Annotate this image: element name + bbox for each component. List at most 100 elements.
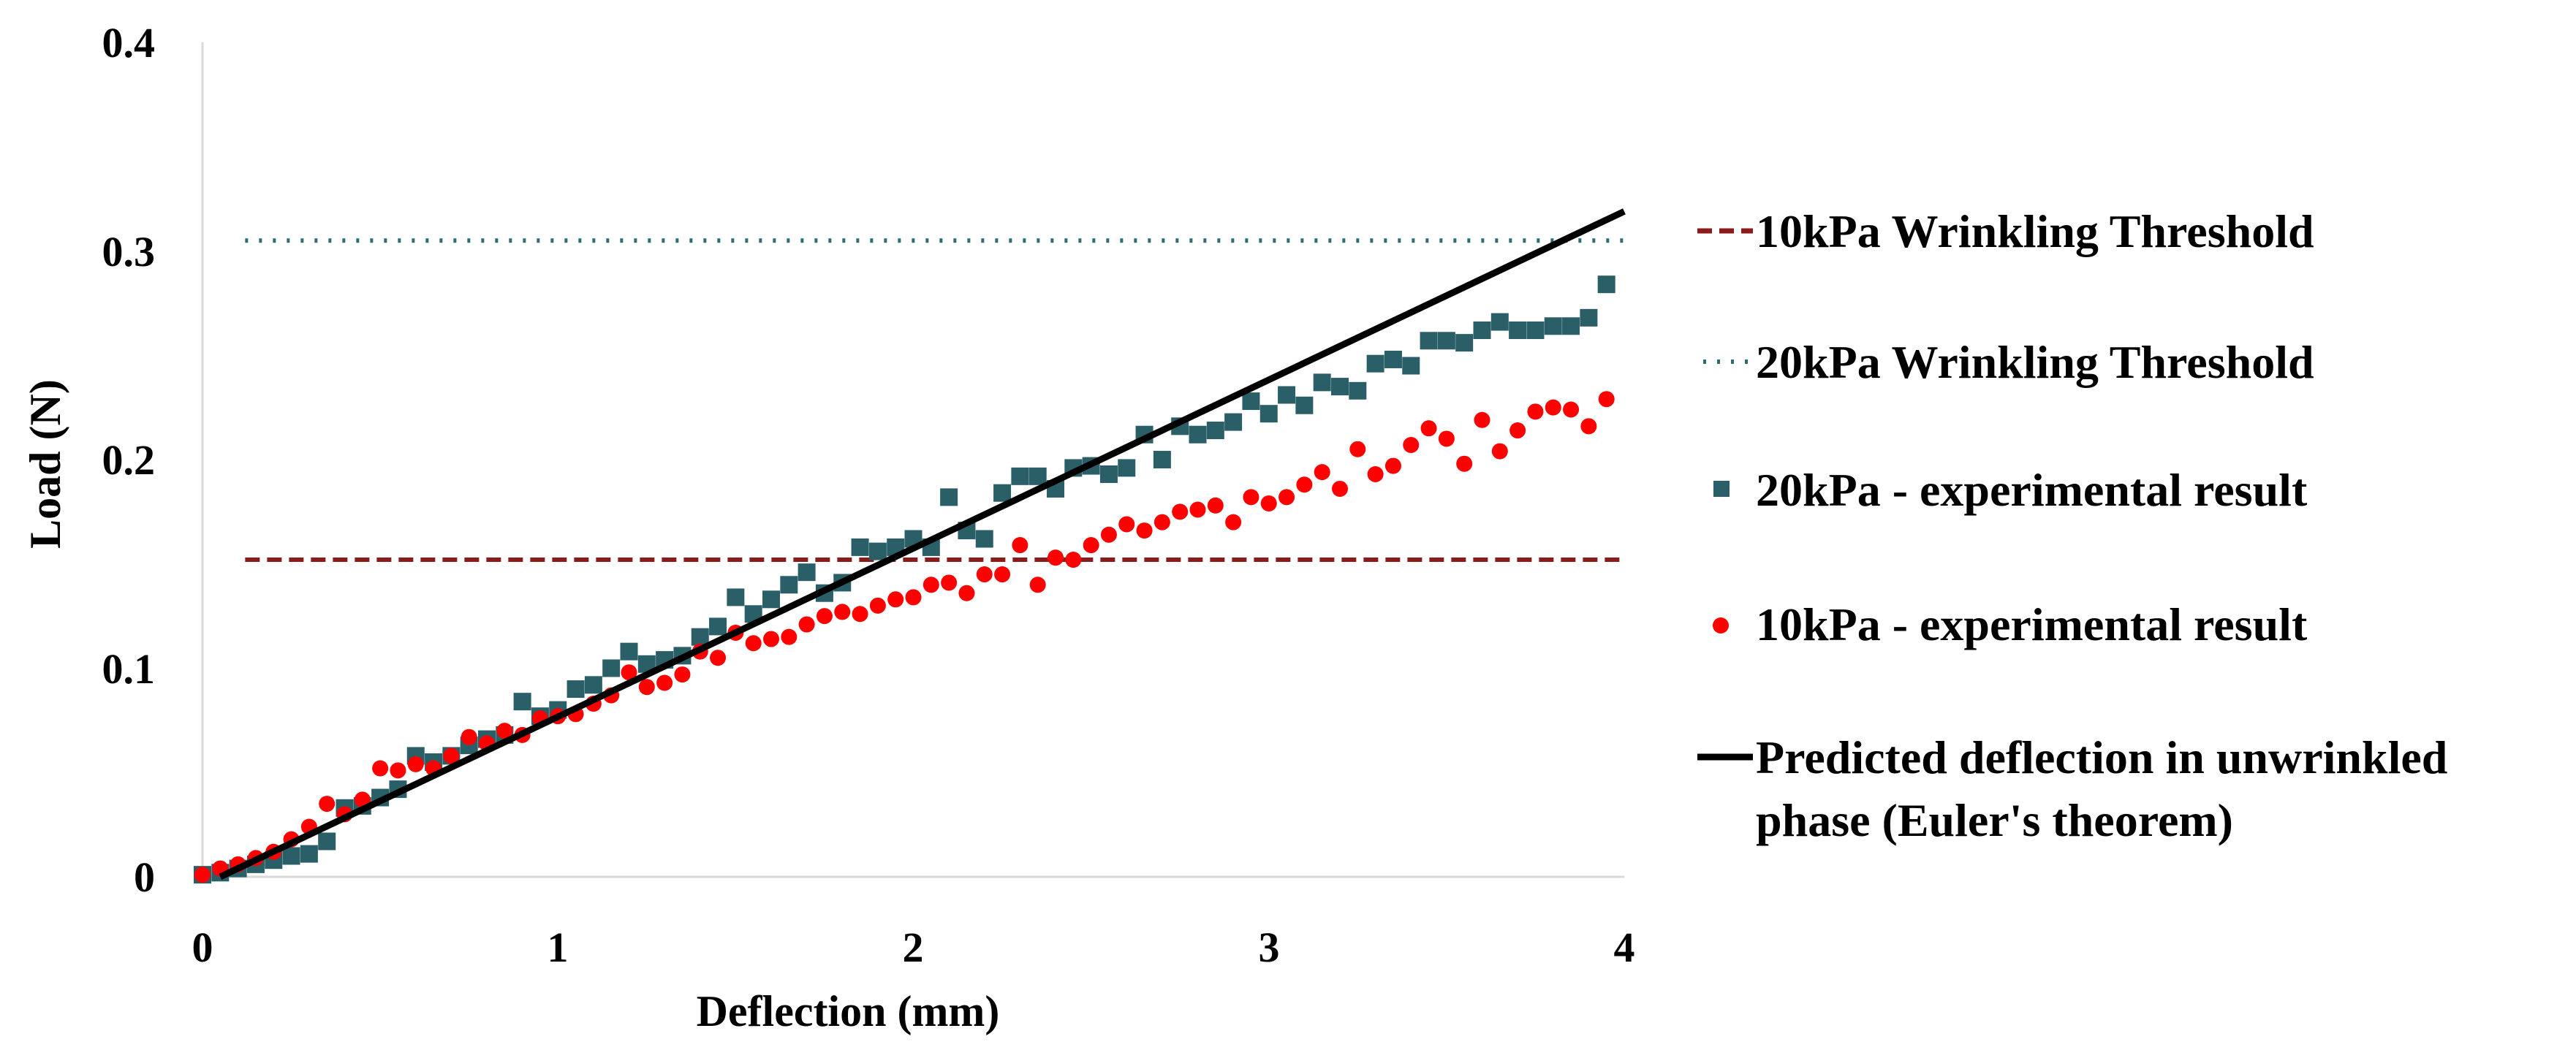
data-point-10kpa [1207, 497, 1224, 514]
data-point-10kpa [781, 628, 798, 645]
data-point-20kpa [513, 693, 531, 711]
data-point-20kpa [798, 563, 816, 582]
data-point-20kpa [1349, 381, 1367, 400]
legend-swatch-circle [1713, 617, 1729, 634]
data-point-10kpa [1438, 430, 1455, 447]
data-point-10kpa [976, 566, 993, 583]
legend: 10kPa Wrinkling Threshold 20kPa Wrinklin… [1697, 205, 2447, 846]
x-tick-labels: 0 1 2 3 4 [192, 924, 1635, 971]
data-point-20kpa [1597, 275, 1615, 294]
data-point-10kpa [372, 760, 389, 777]
square-series-layer [194, 275, 1615, 884]
data-point-20kpa [1206, 422, 1224, 440]
legend-item-10kpa-threshold: 10kPa Wrinkling Threshold [1697, 205, 2314, 257]
data-point-20kpa [1526, 321, 1545, 339]
legend-label: 10kPa Wrinkling Threshold [1756, 205, 2314, 257]
legend-swatch-square [1713, 481, 1730, 497]
data-point-20kpa [940, 488, 958, 506]
y-tick-label: 0 [134, 853, 155, 901]
plot-area [194, 42, 1626, 884]
data-point-20kpa [1028, 467, 1047, 485]
data-point-10kpa [1153, 514, 1170, 530]
data-point-20kpa [1402, 357, 1420, 375]
y-tick-label: 0.4 [102, 19, 156, 66]
data-point-10kpa [834, 604, 851, 620]
data-point-20kpa [691, 628, 709, 646]
data-point-10kpa [1403, 437, 1420, 454]
legend-item-10kpa-experimental: 10kPa - experimental result [1713, 598, 2308, 650]
legend-item-predicted-line: Predicted deflection in unwrinkled phase… [1697, 731, 2447, 846]
data-point-10kpa [745, 635, 762, 652]
data-point-20kpa [1580, 308, 1598, 327]
legend-label: 10kPa - experimental result [1756, 598, 2308, 650]
data-point-10kpa [1048, 549, 1064, 566]
data-point-10kpa [674, 666, 691, 683]
predicted-deflection-line [219, 208, 1626, 880]
data-point-20kpa [1259, 405, 1278, 423]
data-point-20kpa [300, 845, 318, 863]
data-point-20kpa [1331, 378, 1349, 396]
data-point-20kpa [584, 676, 602, 694]
data-point-20kpa [1118, 459, 1136, 477]
data-point-10kpa [1029, 577, 1046, 593]
data-point-10kpa [1527, 403, 1544, 420]
data-point-10kpa [1083, 537, 1099, 554]
data-point-10kpa [1243, 489, 1259, 506]
data-point-10kpa [461, 728, 477, 745]
x-tick-label: 2 [903, 924, 924, 971]
data-point-10kpa [1172, 503, 1189, 520]
data-point-20kpa [1384, 350, 1402, 368]
data-point-10kpa [621, 664, 637, 681]
data-point-10kpa [319, 796, 336, 813]
data-point-20kpa [1366, 354, 1384, 373]
data-point-10kpa [852, 606, 868, 623]
data-point-10kpa [443, 747, 460, 764]
data-point-10kpa [1474, 411, 1490, 428]
legend-label: 20kPa - experimental result [1756, 464, 2308, 516]
y-tick-label: 0.1 [102, 645, 156, 693]
data-point-10kpa [1225, 514, 1242, 530]
data-point-10kpa [1384, 457, 1401, 474]
data-point-20kpa [1313, 373, 1331, 392]
data-point-20kpa [780, 576, 798, 594]
data-point-10kpa [1189, 501, 1206, 518]
legend-item-20kpa-experimental: 20kPa - experimental result [1713, 464, 2308, 516]
data-point-10kpa [496, 723, 513, 739]
data-point-20kpa [1420, 332, 1438, 350]
data-point-20kpa [868, 542, 887, 560]
data-point-10kpa [1260, 495, 1277, 511]
data-point-10kpa [710, 650, 727, 666]
data-point-10kpa [1563, 401, 1580, 418]
data-point-20kpa [1509, 321, 1527, 339]
data-point-20kpa [1011, 467, 1029, 485]
circle-series-layer [194, 391, 1615, 883]
data-point-20kpa [1544, 317, 1562, 335]
data-point-10kpa [1136, 522, 1153, 539]
data-point-20kpa [1242, 392, 1260, 411]
data-point-20kpa [1437, 332, 1455, 350]
data-point-10kpa [1456, 455, 1473, 472]
data-point-10kpa [1278, 489, 1295, 506]
data-point-10kpa [1491, 443, 1508, 460]
data-point-20kpa [1099, 465, 1118, 483]
data-point-10kpa [869, 597, 886, 614]
data-point-10kpa [354, 791, 371, 808]
legend-item-20kpa-threshold: 20kPa Wrinkling Threshold [1703, 336, 2314, 388]
y-tick-label: 0.2 [102, 436, 156, 484]
data-point-10kpa [1580, 418, 1597, 435]
data-point-10kpa [905, 589, 922, 606]
data-point-20kpa [727, 588, 745, 606]
data-point-20kpa [1153, 451, 1171, 468]
data-point-10kpa [390, 762, 406, 779]
threshold-layer [245, 238, 1624, 563]
data-point-20kpa [620, 642, 638, 661]
data-point-20kpa [1278, 386, 1296, 404]
data-point-10kpa [816, 608, 833, 625]
y-tick-label: 0.3 [102, 228, 156, 275]
x-tick-label: 4 [1614, 924, 1635, 971]
data-point-20kpa [602, 659, 621, 677]
data-point-10kpa [994, 566, 1011, 583]
data-point-20kpa [1455, 334, 1474, 352]
y-tick-labels: 0 0.1 0.2 0.3 0.4 [102, 19, 156, 901]
